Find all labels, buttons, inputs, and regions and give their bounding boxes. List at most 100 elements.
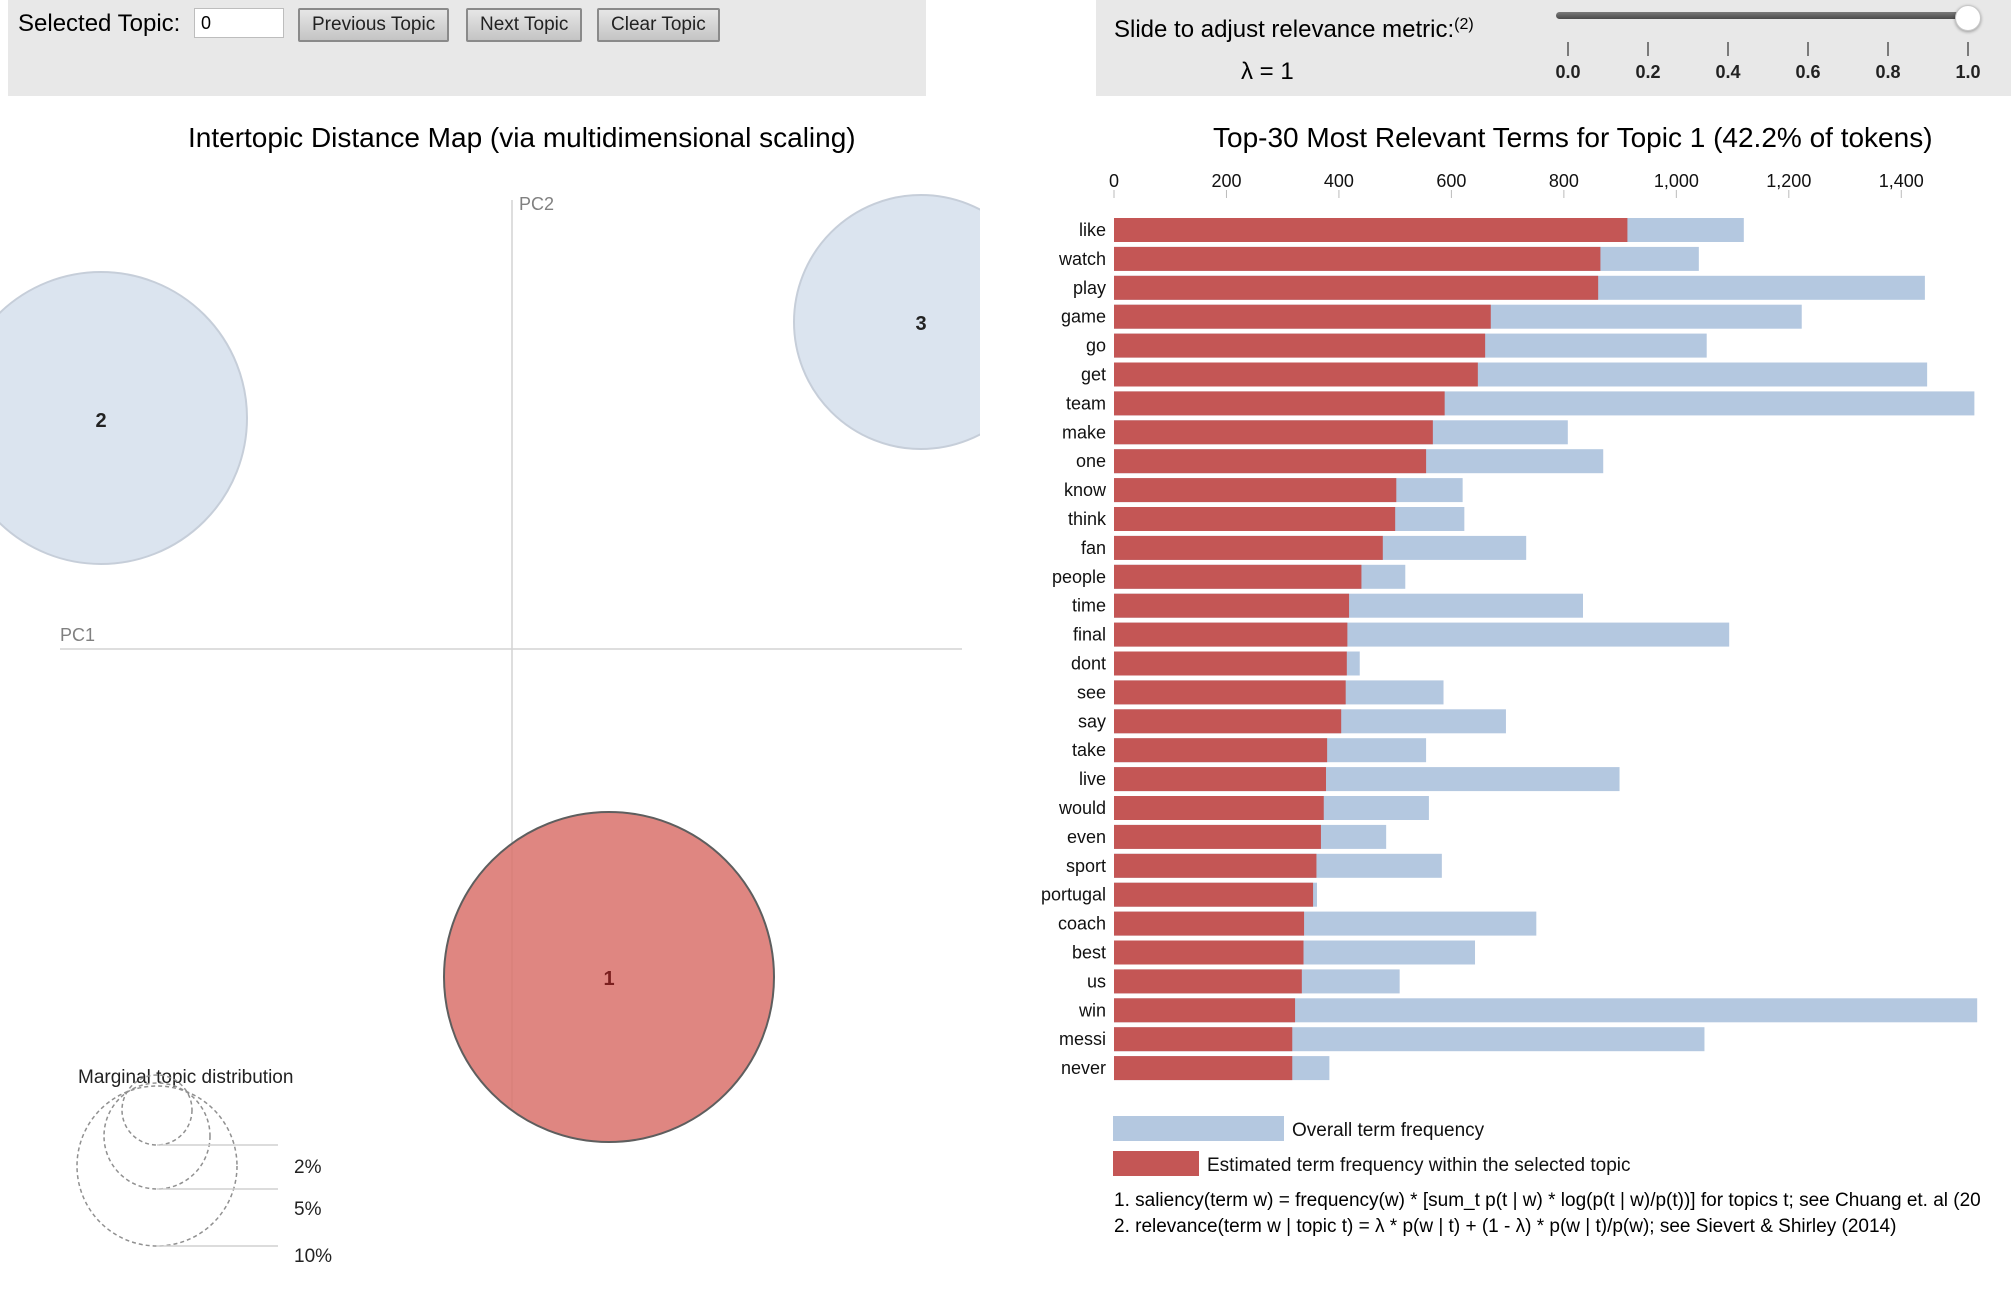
term-label-play[interactable]: play xyxy=(1073,278,1106,298)
x-tick-label: 0 xyxy=(1109,171,1119,191)
topic-bar-win[interactable] xyxy=(1114,998,1296,1023)
x-tick-label: 1,200 xyxy=(1766,171,1811,191)
topic-bar-say[interactable] xyxy=(1114,709,1342,734)
pc2-axis-label: PC2 xyxy=(519,194,554,214)
term-label-one[interactable]: one xyxy=(1076,451,1106,471)
marginal-circle-2pct xyxy=(121,1074,193,1146)
x-tick-label: 400 xyxy=(1324,171,1354,191)
topic-bar-know[interactable] xyxy=(1114,478,1397,503)
topic-bar-sport[interactable] xyxy=(1114,853,1317,878)
relevance-footnote-ref: (2) xyxy=(1454,16,1474,33)
topic-bar-best[interactable] xyxy=(1114,940,1304,965)
topic-bar-like[interactable] xyxy=(1114,218,1628,242)
term-label-go[interactable]: go xyxy=(1086,336,1106,356)
previous-topic-button[interactable]: Previous Topic xyxy=(298,8,450,42)
intertopic-map-title: Intertopic Distance Map (via multidimens… xyxy=(188,122,856,153)
term-label-us[interactable]: us xyxy=(1087,971,1106,991)
topic-bar-portugal[interactable] xyxy=(1114,882,1314,907)
term-label-say[interactable]: say xyxy=(1078,711,1106,731)
topic-bar-team[interactable] xyxy=(1114,391,1445,416)
topic-circle-1[interactable] xyxy=(443,811,775,1143)
term-label-best[interactable]: best xyxy=(1072,943,1106,963)
term-label-never[interactable]: never xyxy=(1061,1058,1106,1078)
term-label-watch[interactable]: watch xyxy=(1058,249,1106,269)
marginal-circle-5pct xyxy=(103,1082,211,1190)
topic-bar-live[interactable] xyxy=(1114,767,1327,792)
term-label-people[interactable]: people xyxy=(1052,567,1106,587)
slider-tick-label: 0.6 xyxy=(1795,62,1820,82)
marginal-label-2pct: 2% xyxy=(294,1157,322,1178)
x-tick-label: 800 xyxy=(1549,171,1579,191)
term-label-game[interactable]: game xyxy=(1061,307,1106,327)
term-label-get[interactable]: get xyxy=(1081,365,1106,385)
lambda-slider-thumb[interactable] xyxy=(1955,5,1981,31)
next-topic-button[interactable]: Next Topic xyxy=(466,8,583,42)
bar-legend: Overall term frequency Estimated term fr… xyxy=(1113,1116,1630,1176)
topic-bar-take[interactable] xyxy=(1114,738,1328,763)
term-label-fan[interactable]: fan xyxy=(1081,538,1106,558)
term-label-live[interactable]: live xyxy=(1079,769,1106,789)
topic-bar-dont[interactable] xyxy=(1114,651,1347,676)
x-tick-label: 600 xyxy=(1436,171,1466,191)
topic-bar-final[interactable] xyxy=(1114,622,1348,647)
topic-bar-time[interactable] xyxy=(1114,593,1350,618)
lambda-slider-track[interactable] xyxy=(1556,12,1964,19)
slider-axis: 0.0 0.2 0.4 0.6 0.8 1.0 xyxy=(1555,42,1981,82)
term-label-coach[interactable]: coach xyxy=(1058,914,1106,934)
topic-bar-think[interactable] xyxy=(1114,507,1396,531)
term-label-dont[interactable]: dont xyxy=(1071,654,1106,674)
x-tick-label: 200 xyxy=(1211,171,1241,191)
term-label-messi[interactable]: messi xyxy=(1059,1029,1106,1049)
lambda-readout: λ = 1 xyxy=(1241,58,1294,85)
term-labels: like watch play game go get team make one know thi… xyxy=(1041,220,1107,1078)
topic-bar-messi[interactable] xyxy=(1114,1027,1293,1052)
topic-bar-never[interactable] xyxy=(1114,1056,1293,1081)
x-tick-label: 1,000 xyxy=(1654,171,1699,191)
topic-bar-us[interactable] xyxy=(1114,969,1302,994)
topic-bar-even[interactable] xyxy=(1114,824,1321,849)
topic-bar-one[interactable] xyxy=(1114,449,1427,474)
slider-tick-label: 1.0 xyxy=(1955,62,1980,82)
selected-topic-input[interactable] xyxy=(194,8,284,38)
term-label-know[interactable]: know xyxy=(1064,480,1107,500)
topic-bar-would[interactable] xyxy=(1114,796,1324,820)
clear-topic-button[interactable]: Clear Topic xyxy=(597,8,720,42)
term-label-time[interactable]: time xyxy=(1072,596,1106,616)
term-label-like[interactable]: like xyxy=(1079,220,1106,240)
top-terms-bar-chart: 0 200 400 600 800 1,000 1,200 1,400 like watch pl… xyxy=(1041,171,1978,1081)
topic-frequency-bars xyxy=(1114,218,1628,1081)
topic-bar-coach[interactable] xyxy=(1114,911,1305,936)
topic-bar-fan[interactable] xyxy=(1114,535,1383,560)
topic-label-1: 1 xyxy=(603,968,614,990)
saliency-footnote: 1. saliency(term w) = frequency(w) * [su… xyxy=(1114,1190,1981,1211)
term-label-sport[interactable]: sport xyxy=(1066,856,1106,876)
relevance-footnote: 2. relevance(term w | topic t) = λ * p(w… xyxy=(1114,1216,1897,1237)
topic-bar-people[interactable] xyxy=(1114,564,1362,589)
term-label-think[interactable]: think xyxy=(1068,509,1107,529)
term-label-even[interactable]: even xyxy=(1067,827,1106,847)
relevance-label: Slide to adjust relevance metric:(2) xyxy=(1114,16,1474,44)
topic-bar-play[interactable] xyxy=(1114,275,1599,300)
slider-tick-label: 0.2 xyxy=(1635,62,1660,82)
topic-bar-get[interactable] xyxy=(1114,362,1478,387)
topic-bar-game[interactable] xyxy=(1114,304,1491,329)
term-label-win[interactable]: win xyxy=(1078,1000,1106,1020)
topic-circle-3[interactable] xyxy=(793,194,980,450)
term-label-would[interactable]: would xyxy=(1058,798,1106,818)
topic-circle-2[interactable] xyxy=(0,271,248,565)
slider-tick-label: 0.0 xyxy=(1555,62,1580,82)
topic-bar-go[interactable] xyxy=(1114,333,1486,358)
term-label-team[interactable]: team xyxy=(1066,393,1106,413)
topic-label-3: 3 xyxy=(915,313,926,335)
term-label-make[interactable]: make xyxy=(1062,422,1106,442)
term-label-final[interactable]: final xyxy=(1073,625,1106,645)
topic-bar-make[interactable] xyxy=(1114,420,1433,445)
relevance-panel: Slide to adjust relevance metric:(2) λ =… xyxy=(1096,0,2011,96)
term-label-take[interactable]: take xyxy=(1072,740,1106,760)
term-label-see[interactable]: see xyxy=(1077,682,1106,702)
slider-tick-label: 0.8 xyxy=(1875,62,1900,82)
term-label-portugal[interactable]: portugal xyxy=(1041,885,1106,905)
topic-bar-see[interactable] xyxy=(1114,680,1346,705)
topic-label-2: 2 xyxy=(95,410,106,432)
topic-bar-watch[interactable] xyxy=(1114,246,1601,271)
